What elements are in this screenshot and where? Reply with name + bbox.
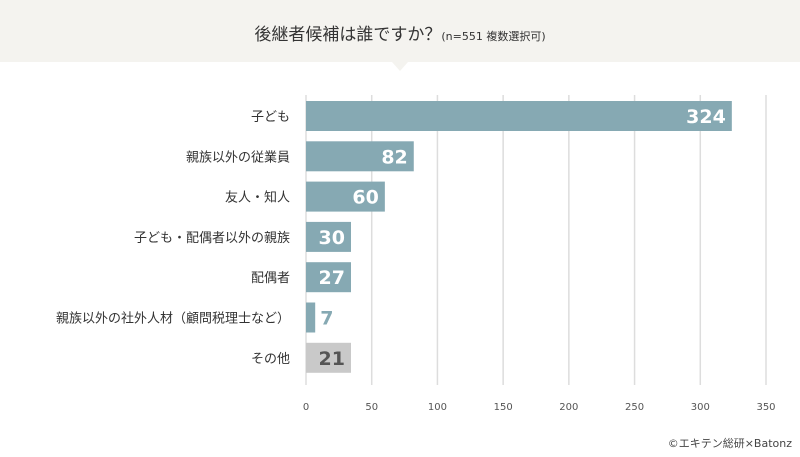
data-label: 7 <box>320 308 333 330</box>
title-main: 後継者候補は誰ですか？ <box>254 25 442 45</box>
bar <box>306 302 316 333</box>
bar <box>306 181 385 212</box>
category-label: 配偶者 <box>251 271 290 286</box>
x-tick-label: 200 <box>559 402 578 413</box>
category-label: 親族以外の従業員 <box>186 149 290 165</box>
x-tick-label: 100 <box>428 402 447 413</box>
bar <box>306 221 351 252</box>
bar <box>306 101 732 131</box>
credit: ©エキテン総研×Batonz <box>667 437 792 450</box>
data-label: 82 <box>381 146 407 168</box>
category-label: 親族以外の社外人材（顧問税理士など） <box>56 311 290 327</box>
category-label: 子ども <box>251 110 290 125</box>
header-band <box>0 0 800 62</box>
x-tick-label: 250 <box>625 402 644 413</box>
x-tick-label: 50 <box>365 402 378 413</box>
bar <box>306 141 414 172</box>
data-label: 60 <box>352 187 378 209</box>
category-label: 友人・知人 <box>225 190 290 206</box>
x-tick-label: 300 <box>691 402 710 413</box>
bar <box>306 262 351 293</box>
chart-title: 後継者候補は誰ですか？(n=551 複数選択可) <box>0 20 800 45</box>
data-label: 21 <box>319 348 345 370</box>
x-tick-label: 150 <box>494 402 513 413</box>
data-label: 30 <box>319 227 345 249</box>
title-sub: (n=551 複数選択可) <box>441 30 546 43</box>
x-tick-label: 0 <box>303 402 309 413</box>
data-label: 27 <box>319 267 345 289</box>
bar <box>306 342 351 373</box>
header-notch <box>392 62 408 71</box>
category-label: その他 <box>251 352 290 367</box>
x-tick-label: 350 <box>756 402 775 413</box>
category-label: 子ども・配偶者以外の親族 <box>134 230 290 246</box>
data-label: 324 <box>686 106 726 128</box>
